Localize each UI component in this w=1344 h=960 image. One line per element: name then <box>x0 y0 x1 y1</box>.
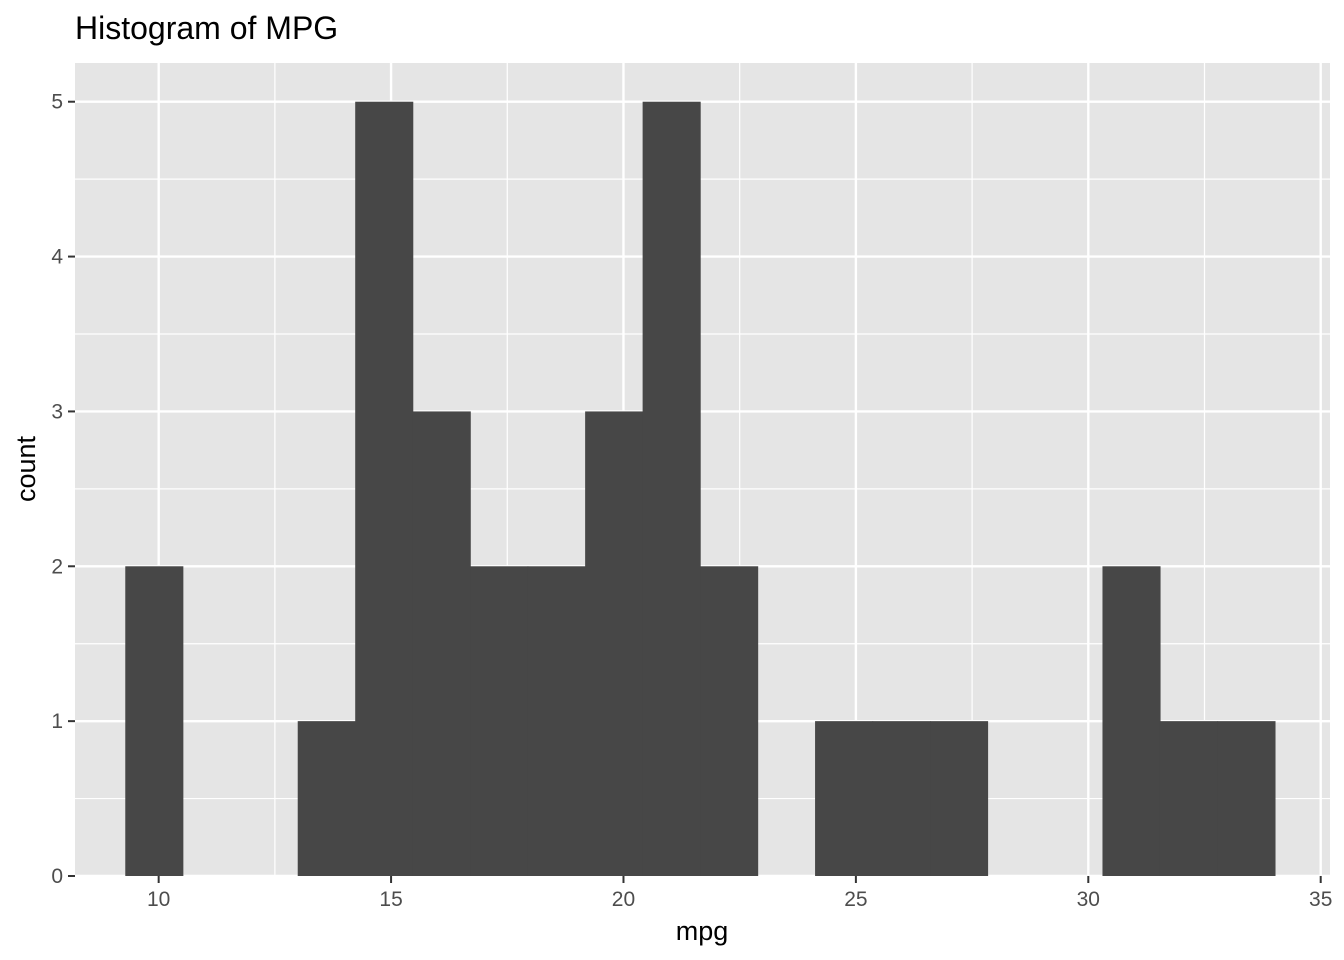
histogram-bar <box>815 721 874 876</box>
histogram-bar <box>1159 721 1219 876</box>
x-tick-label: 25 <box>844 888 867 911</box>
histogram-bar <box>470 566 529 876</box>
histogram-bar <box>297 721 356 876</box>
histogram-bar <box>930 721 989 876</box>
histogram-bar <box>1102 566 1161 876</box>
x-tick-label: 10 <box>147 888 170 911</box>
y-tick-label: 4 <box>51 246 63 269</box>
x-axis-title: mpg <box>676 916 729 946</box>
y-tick-label: 0 <box>51 865 63 888</box>
histogram-bar <box>585 411 644 876</box>
y-tick-label: 3 <box>51 400 63 423</box>
x-axis-ticks: 10 15 20 25 30 35 <box>147 876 1332 911</box>
histogram-bar <box>527 566 586 876</box>
histogram-bar <box>355 101 414 876</box>
y-tick-label: 1 <box>51 710 63 733</box>
chart-title: Histogram of MPG <box>75 10 338 46</box>
histogram-bar <box>872 721 931 876</box>
y-tick-label: 2 <box>51 555 63 578</box>
histogram-bars <box>125 101 1276 876</box>
y-axis-ticks: 0 1 2 3 4 5 <box>51 91 75 888</box>
x-tick-label: 20 <box>612 888 635 911</box>
histogram-bar <box>1217 721 1276 876</box>
histogram-bar <box>412 411 471 876</box>
y-axis-title: count <box>11 435 41 502</box>
histogram-bar <box>700 566 759 876</box>
x-tick-label: 15 <box>379 888 402 911</box>
x-tick-label: 30 <box>1077 888 1100 911</box>
y-tick-label: 5 <box>51 91 63 114</box>
x-tick-label: 35 <box>1309 888 1332 911</box>
histogram-bar <box>125 566 184 876</box>
histogram-bar <box>642 101 701 876</box>
